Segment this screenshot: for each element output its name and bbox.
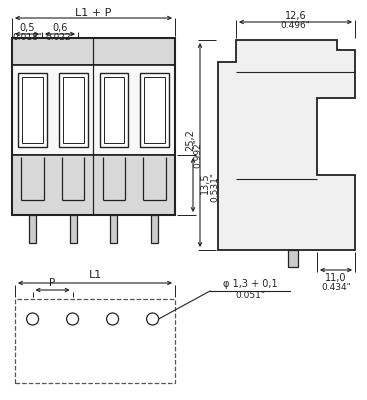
Bar bbox=[29, 215, 36, 243]
Text: 12,6: 12,6 bbox=[285, 11, 306, 21]
Text: 0.496": 0.496" bbox=[280, 22, 310, 30]
Bar bbox=[12, 155, 175, 215]
Bar bbox=[103, 77, 124, 143]
Bar bbox=[22, 77, 43, 143]
Text: 0.434": 0.434" bbox=[321, 282, 351, 292]
Text: 0.018": 0.018" bbox=[12, 34, 42, 42]
Text: 0,6: 0,6 bbox=[52, 23, 68, 33]
Polygon shape bbox=[218, 40, 355, 250]
Text: P: P bbox=[50, 278, 56, 288]
Bar bbox=[63, 77, 84, 143]
Bar bbox=[15, 299, 175, 383]
Bar bbox=[144, 77, 165, 143]
Bar bbox=[59, 73, 87, 147]
Text: 0.992": 0.992" bbox=[193, 138, 203, 168]
Text: 0.531": 0.531" bbox=[211, 172, 219, 202]
Bar bbox=[140, 73, 169, 147]
Bar bbox=[12, 65, 175, 155]
Text: 11,0: 11,0 bbox=[325, 273, 347, 283]
Bar bbox=[70, 215, 77, 243]
Bar bbox=[151, 215, 158, 243]
Text: 0.051": 0.051" bbox=[235, 290, 265, 300]
Text: 0.022": 0.022" bbox=[45, 34, 75, 42]
Text: L1 + P: L1 + P bbox=[75, 8, 112, 18]
Bar bbox=[18, 73, 47, 147]
Text: 13,5: 13,5 bbox=[200, 172, 210, 194]
Text: 0,5: 0,5 bbox=[19, 23, 35, 33]
Bar bbox=[288, 250, 298, 267]
Bar bbox=[110, 215, 117, 243]
Bar bbox=[12, 38, 175, 215]
Text: 25,2: 25,2 bbox=[185, 129, 195, 151]
Text: L1: L1 bbox=[88, 270, 102, 280]
Bar bbox=[12, 38, 175, 65]
Bar bbox=[99, 73, 128, 147]
Text: φ 1,3 + 0,1: φ 1,3 + 0,1 bbox=[223, 279, 277, 289]
